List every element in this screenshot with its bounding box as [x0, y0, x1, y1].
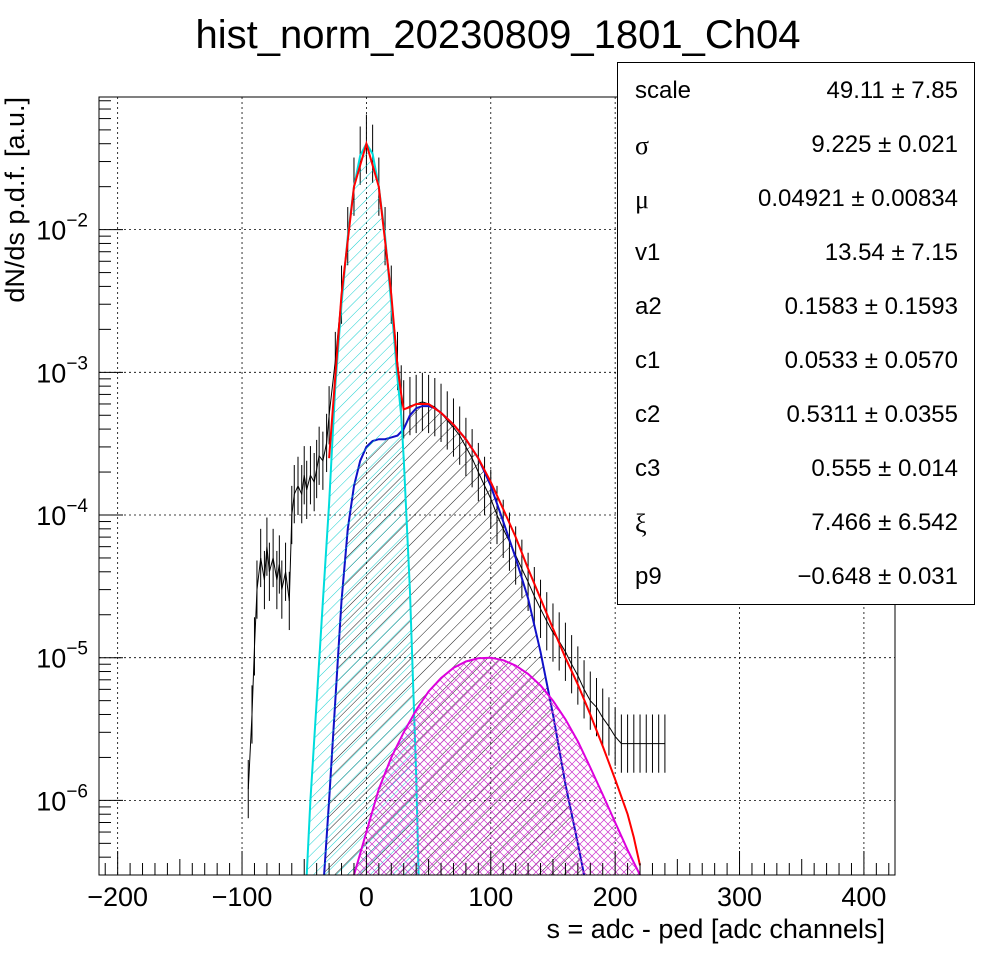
stat-row: p9 −0.648 ± 0.031 [618, 551, 974, 605]
stat-name: c1 [635, 347, 661, 374]
y-axis-title: dN/ds p.d.f. [a.u.] [0, 97, 30, 303]
stat-row: ξ 7.466 ± 6.542 [618, 497, 974, 551]
stat-name: scale [635, 77, 692, 104]
stat-value: 0.04921 ± 0.00834 [757, 185, 958, 212]
tail-component-hatch-fill [354, 657, 640, 875]
stat-name: v1 [635, 239, 661, 266]
stat-row: v1 13.54 ± 7.15 [618, 227, 974, 281]
y-tick-label: 10−5 [36, 639, 88, 674]
x-tick-label: −200 [87, 882, 148, 912]
stat-value: 0.5311 ± 0.0355 [786, 401, 958, 428]
stat-name: c3 [635, 455, 661, 482]
stat-row: σ 9.225 ± 0.021 [618, 119, 974, 173]
fit-stats-box: scale 49.11 ± 7.85 σ 9.225 ± 0.021 μ 0.04921 … [617, 62, 975, 605]
stat-value: −0.648 ± 0.031 [797, 563, 958, 590]
axis-ticks [99, 100, 890, 876]
stat-name: c2 [635, 401, 661, 428]
x-tick-label: 400 [841, 882, 886, 912]
x-tick-labels: −200 −100 0 100 200 300 400 [87, 882, 886, 912]
x-tick-label: 0 [359, 882, 374, 912]
stat-row: scale 49.11 ± 7.85 [618, 65, 974, 119]
y-tick-label: 10−3 [36, 353, 88, 388]
y-tick-label: 10−4 [36, 496, 88, 531]
stat-value: 13.54 ± 7.15 [824, 239, 958, 266]
pedestal-component-hatch-fill [306, 143, 419, 875]
stat-name: μ [635, 185, 649, 214]
stat-row: a2 0.1583 ± 0.1593 [618, 281, 974, 335]
stat-name: ξ [635, 509, 647, 538]
stat-name: p9 [635, 563, 662, 590]
stat-row: c2 0.5311 ± 0.0355 [618, 389, 974, 443]
stat-value: 49.11 ± 7.85 [826, 77, 959, 104]
chart-title: hist_norm_20230809_1801_Ch04 [196, 13, 801, 57]
tail-component-curve [353, 656, 641, 875]
stat-name: σ [635, 131, 650, 160]
plot-area [247, 114, 666, 875]
stat-value: 0.0533 ± 0.0570 [784, 347, 958, 374]
stat-value: 9.225 ± 0.021 [811, 131, 958, 158]
stat-row: c1 0.0533 ± 0.0570 [618, 335, 974, 389]
stat-value: 0.555 ± 0.014 [811, 455, 958, 482]
y-tick-label: 10−2 [36, 211, 88, 246]
stat-row: μ 0.04921 ± 0.00834 [618, 173, 974, 227]
stat-value: 7.466 ± 6.542 [811, 509, 958, 536]
total-fit-curve [328, 140, 641, 866]
y-tick-label: 10−6 [36, 781, 88, 816]
x-tick-label: 200 [593, 882, 638, 912]
stat-name: a2 [635, 293, 662, 320]
x-axis-title: s = adc - ped [adc channels] [547, 914, 885, 944]
stat-row: c3 0.555 ± 0.014 [618, 443, 974, 497]
y-tick-labels: 10−6 10−5 10−4 10−3 10−2 [36, 211, 88, 817]
stat-value: 0.1583 ± 0.1593 [784, 293, 958, 320]
x-tick-label: 300 [717, 882, 762, 912]
x-tick-label: −100 [212, 882, 273, 912]
x-tick-label: 100 [468, 882, 513, 912]
